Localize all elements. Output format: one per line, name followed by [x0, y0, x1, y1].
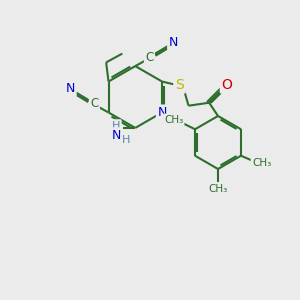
- Text: N: N: [169, 36, 178, 49]
- Text: O: O: [221, 78, 232, 92]
- Text: H: H: [122, 135, 130, 145]
- Text: N: N: [158, 106, 167, 119]
- Text: H: H: [112, 121, 120, 130]
- Text: CH₃: CH₃: [252, 158, 271, 167]
- Text: N: N: [112, 129, 121, 142]
- Text: S: S: [175, 78, 184, 92]
- Text: N: N: [66, 82, 75, 95]
- Text: C: C: [90, 97, 98, 110]
- Text: CH₃: CH₃: [164, 115, 183, 125]
- Text: C: C: [145, 51, 154, 64]
- Text: CH₃: CH₃: [208, 184, 228, 194]
